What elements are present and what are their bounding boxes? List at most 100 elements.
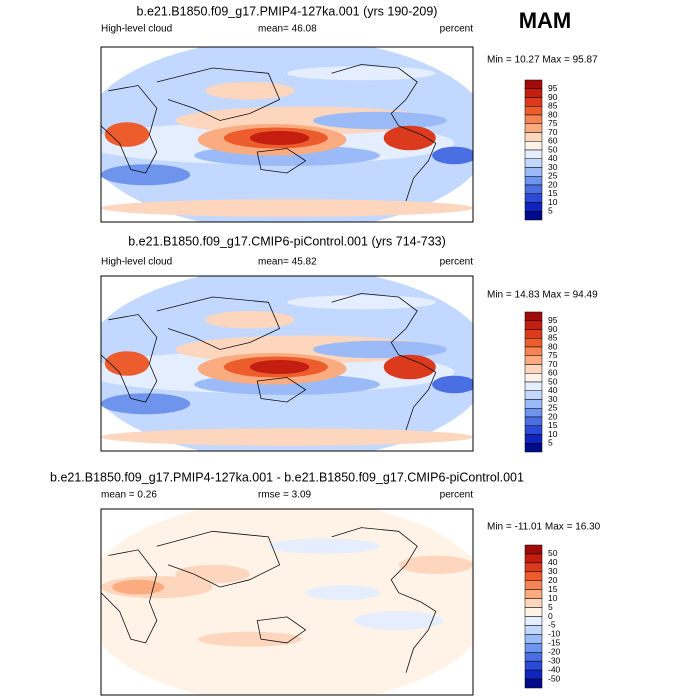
panel-title: b.e21.B1850.f09_g17.PMIP4-127ka.001 (yrs… [137,4,438,18]
colorbar-box [524,625,543,635]
colorbar-box [524,346,543,356]
colorbar-label: 70 [548,127,558,137]
colorbar-label: 75 [548,350,558,360]
field-blob [268,538,381,554]
colorbar-label: 70 [548,359,558,369]
center-label: mean= 45.82 [258,257,317,268]
min-max: Min = 14.83 Max = 94.49 [487,290,598,301]
colorbar-label: 5 [548,206,553,216]
field-blob [398,555,473,575]
min-max: Min = 10.27 Max = 95.87 [487,55,598,66]
colorbar-box [524,580,543,590]
colorbar-box [524,364,543,374]
coastline [256,616,307,644]
field-blob [205,82,295,100]
colorbar-label: 10 [548,593,558,603]
colorbar-box [524,329,543,339]
colorbar-box [524,123,543,133]
colorbar-label: 80 [548,109,558,119]
colorbar-box [524,616,543,626]
field-blob [249,131,310,145]
colorbar-box [524,202,543,212]
colorbar-box [524,114,543,124]
left-label: High-level cloud [101,257,172,268]
colorbar-box [524,607,543,617]
colorbar-box [524,106,543,116]
colorbar-box [524,669,543,680]
left-label: mean = 0.26 [101,490,157,501]
field-blob [112,579,165,595]
colorbar-box [524,88,543,98]
panel: b.e21.B1850.f09_g17.PMIP4-127ka.001 (yrs… [100,4,598,223]
colorbar-box [524,544,543,555]
colorbar-label: 85 [548,101,558,111]
colorbar-label: 25 [548,171,558,181]
colorbar-box [524,158,543,168]
right-label: percent [440,490,474,501]
colorbar-box [524,634,543,644]
coastline [156,530,281,588]
colorbar-box [524,320,543,330]
field-blob [383,354,436,380]
coastline [101,85,158,174]
field-blob [101,199,473,217]
coastline [331,64,437,202]
colorbar-label: 15 [548,584,558,594]
panel: b.e21.B1850.f09_g17.CMIP6-piControl.001 … [100,234,598,453]
colorbar-label: 20 [548,411,558,421]
colorbar-label: 40 [548,557,558,567]
colorbar-box [524,141,543,151]
colorbar-label: 40 [548,385,558,395]
colorbar-box [524,193,543,203]
coastline [101,549,158,644]
colorbar-label: 30 [548,566,558,576]
colorbar-label: 95 [548,315,558,325]
right-label: percent [440,257,474,268]
colorbar-box [524,176,543,186]
field-blob [353,611,444,630]
colorbar-label: -50 [548,673,561,683]
right-label: percent [440,24,474,35]
coastline [156,67,281,121]
colorbar-label: 40 [548,153,558,163]
coastline [331,527,437,673]
colorbar-label: 25 [548,403,558,413]
field-blob [432,375,473,394]
colorbar-label: 85 [548,333,558,343]
field-blob [101,164,191,186]
colorbar-label: -15 [548,638,561,648]
field-blob [383,125,436,151]
colorbar-box [524,571,543,581]
left-label: High-level cloud [101,24,172,35]
colorbar-box [524,562,543,573]
colorbar-box [524,399,543,409]
colorbar-label: 50 [548,144,558,154]
colorbar-label: 20 [548,575,558,585]
field-blob [205,311,295,329]
field-blob [104,122,150,147]
colorbar-box [524,338,543,348]
colorbar-label: -20 [548,647,561,657]
colorbar-box [524,643,543,653]
colorbar-label: 0 [548,611,553,621]
map-frame [100,46,474,223]
colorbar-box [524,434,543,444]
colorbar-label: 10 [548,197,558,207]
colorbar-label: 15 [548,420,558,430]
colorbar-label: -5 [548,620,556,630]
colorbar-label: -30 [548,655,561,665]
field-blob [287,66,436,81]
field-blob [313,111,447,130]
colorbar-label: 90 [548,324,558,334]
colorbar-box [524,425,543,435]
colorbar-label: 30 [548,162,558,172]
coastline [256,377,307,403]
colorbar-box [524,79,543,89]
colorbar-box [524,652,543,662]
colorbar-label: 5 [548,438,553,448]
field-blob [101,428,473,446]
colorbar-box [524,97,543,107]
map-frame [100,275,474,452]
field-blob [101,509,473,695]
colorbar-label: 60 [548,136,558,146]
